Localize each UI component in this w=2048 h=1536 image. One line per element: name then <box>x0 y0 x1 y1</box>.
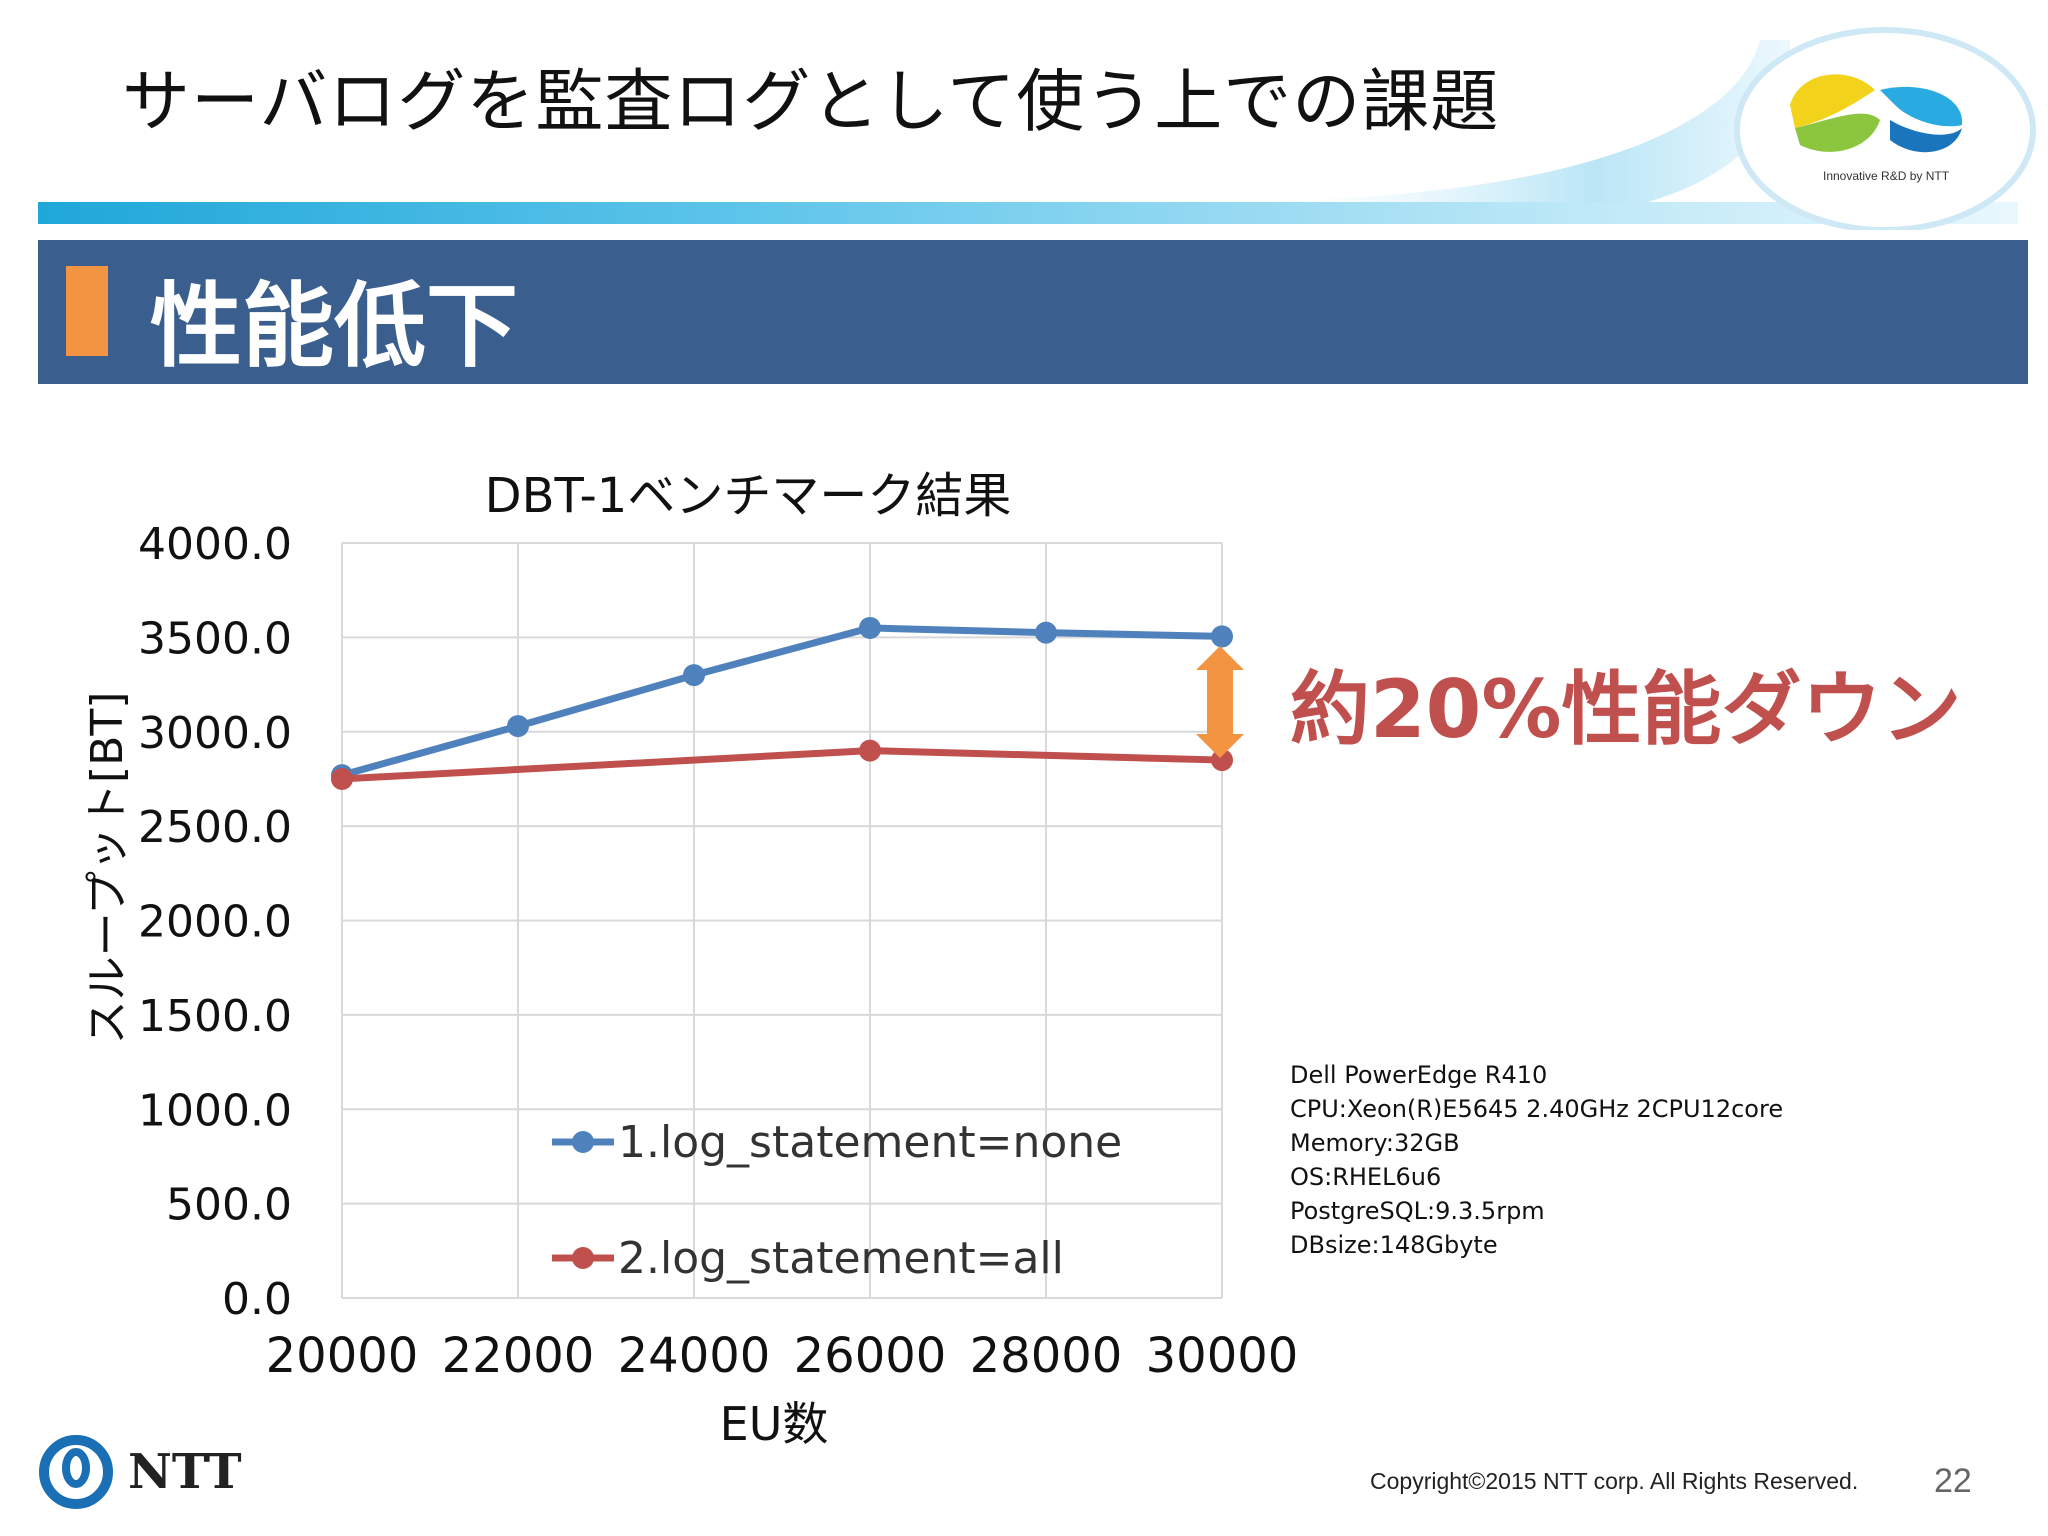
x-tick-label: 28000 <box>970 1328 1123 1384</box>
logo-green-petal <box>1795 113 1880 152</box>
x-tick-label: 30000 <box>1146 1328 1299 1384</box>
y-tick-label: 2500.0 <box>138 802 292 853</box>
legend-marker-2 <box>572 1247 594 1269</box>
series-2-point <box>859 739 881 762</box>
spec-line-cpu: CPU:Xeon(R)E5645 2.40GHz 2CPU12core <box>1290 1095 1784 1123</box>
spec-line-os: OS:RHEL6u6 <box>1290 1163 1442 1191</box>
logo-tagline: Innovative R&D by NTT <box>1823 169 1950 183</box>
x-axis-ticks: 20000 22000 24000 26000 28000 30000 <box>266 1328 1299 1384</box>
spec-line-postgresql: PostgreSQL:9.3.5rpm <box>1290 1197 1545 1225</box>
series-1-point <box>1211 625 1233 648</box>
y-tick-label: 3500.0 <box>138 613 292 664</box>
logo-blue-petal <box>1880 86 1963 127</box>
x-tick-label: 24000 <box>618 1328 771 1384</box>
x-tick-label: 26000 <box>794 1328 947 1384</box>
x-axis-label: EU数 <box>720 1397 829 1451</box>
series-1-point <box>1035 621 1057 644</box>
legend-label-1: 1.log_statement=none <box>618 1117 1122 1168</box>
chart-legend: 1.log_statement=none 2.log_statement=all <box>552 1117 1122 1284</box>
series-1-point <box>859 616 881 639</box>
chart-title: DBT-1ベンチマーク結果 <box>485 468 1012 524</box>
y-tick-label: 3000.0 <box>138 708 292 759</box>
header-swoosh <box>1300 40 1790 224</box>
spec-line-server: Dell PowerEdge R410 <box>1290 1061 1548 1089</box>
y-tick-label: 500.0 <box>166 1180 292 1231</box>
section-header-bar <box>38 240 2028 384</box>
y-axis-ticks: 0.0 500.0 1000.0 1500.0 2000.0 2500.0 3000.0 35… <box>138 519 292 1325</box>
y-tick-label: 2000.0 <box>138 897 292 948</box>
legend-label-2: 2.log_statement=all <box>618 1233 1064 1284</box>
hardware-specs: Dell PowerEdge R410 CPU:Xeon(R)E5645 2.4… <box>1290 1058 1783 1262</box>
spec-line-memory: Memory:32GB <box>1290 1129 1460 1157</box>
y-tick-label: 1500.0 <box>138 991 292 1042</box>
section-header-accent <box>66 266 108 356</box>
y-tick-label: 4000.0 <box>138 519 292 570</box>
page-number: 22 <box>1934 1462 1972 1500</box>
y-axis-label: スループット[BT] <box>82 692 133 1045</box>
y-tick-label: 1000.0 <box>138 1085 292 1136</box>
series-2-point <box>1211 749 1233 772</box>
series-1-point <box>683 664 705 687</box>
x-tick-label: 22000 <box>442 1328 595 1384</box>
ntt-logo-ring <box>39 1435 113 1509</box>
performance-drop-callout: 約20%性能ダウン <box>1290 663 1962 756</box>
slide-title: サーバログを監査ログとして使う上での課題 <box>122 63 1500 142</box>
series-line-2 <box>341 747 1223 783</box>
logo-yellow-petal <box>1790 74 1875 128</box>
ntt-logo-core <box>62 1448 90 1488</box>
innovative-rnd-logo: Innovative R&D by NTT <box>1734 27 2036 230</box>
ntt-logo-text: NTT <box>128 1444 242 1500</box>
copyright-notice: Copyright©2015 NTT corp. All Rights Rese… <box>1370 1468 1859 1494</box>
chart-grid <box>341 542 1223 1299</box>
ntt-logo: NTT <box>39 1435 242 1509</box>
performance-drop-arrow <box>1196 646 1244 758</box>
spec-line-dbsize: DBsize:148Gbyte <box>1290 1231 1498 1259</box>
header-gradient-band <box>38 202 2018 224</box>
series-1-point <box>507 715 529 738</box>
section-heading: 性能低下 <box>150 273 519 380</box>
series-line-1 <box>341 624 1223 779</box>
series-2-point <box>331 767 353 790</box>
x-tick-label: 20000 <box>266 1328 419 1384</box>
chart-series <box>331 616 1233 790</box>
y-tick-label: 0.0 <box>222 1274 292 1325</box>
legend-marker-1 <box>572 1131 594 1153</box>
